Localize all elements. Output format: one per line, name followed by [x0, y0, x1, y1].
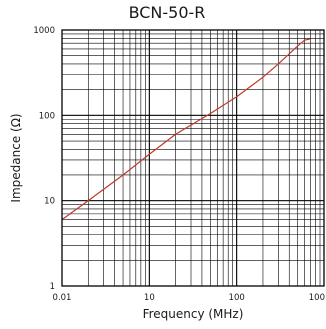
x-tick-label: 10	[144, 293, 155, 303]
y-axis-ticks: 1000 100 10 1	[33, 26, 55, 292]
grid	[61, 29, 325, 287]
series-line	[61, 38, 311, 221]
x-tick-label: 100	[229, 293, 245, 303]
y-tick-label: 10	[44, 197, 55, 207]
plot-area	[61, 29, 325, 287]
y-tick-label: 100	[39, 111, 55, 121]
x-axis-ticks: 0.01 10 100 100	[53, 293, 325, 303]
y-tick-label: 1000	[33, 26, 55, 36]
chart-title: BCN-50-R	[129, 3, 206, 22]
x-tick-label: 0.01	[53, 293, 72, 303]
series-group	[61, 38, 311, 221]
x-tick-label: 100	[309, 293, 325, 303]
x-axis-title: Frequency (MHz)	[143, 307, 244, 321]
plot-frame	[61, 29, 325, 287]
y-axis-title: Impedance (Ω)	[9, 113, 23, 202]
y-tick-label: 1	[50, 282, 55, 292]
